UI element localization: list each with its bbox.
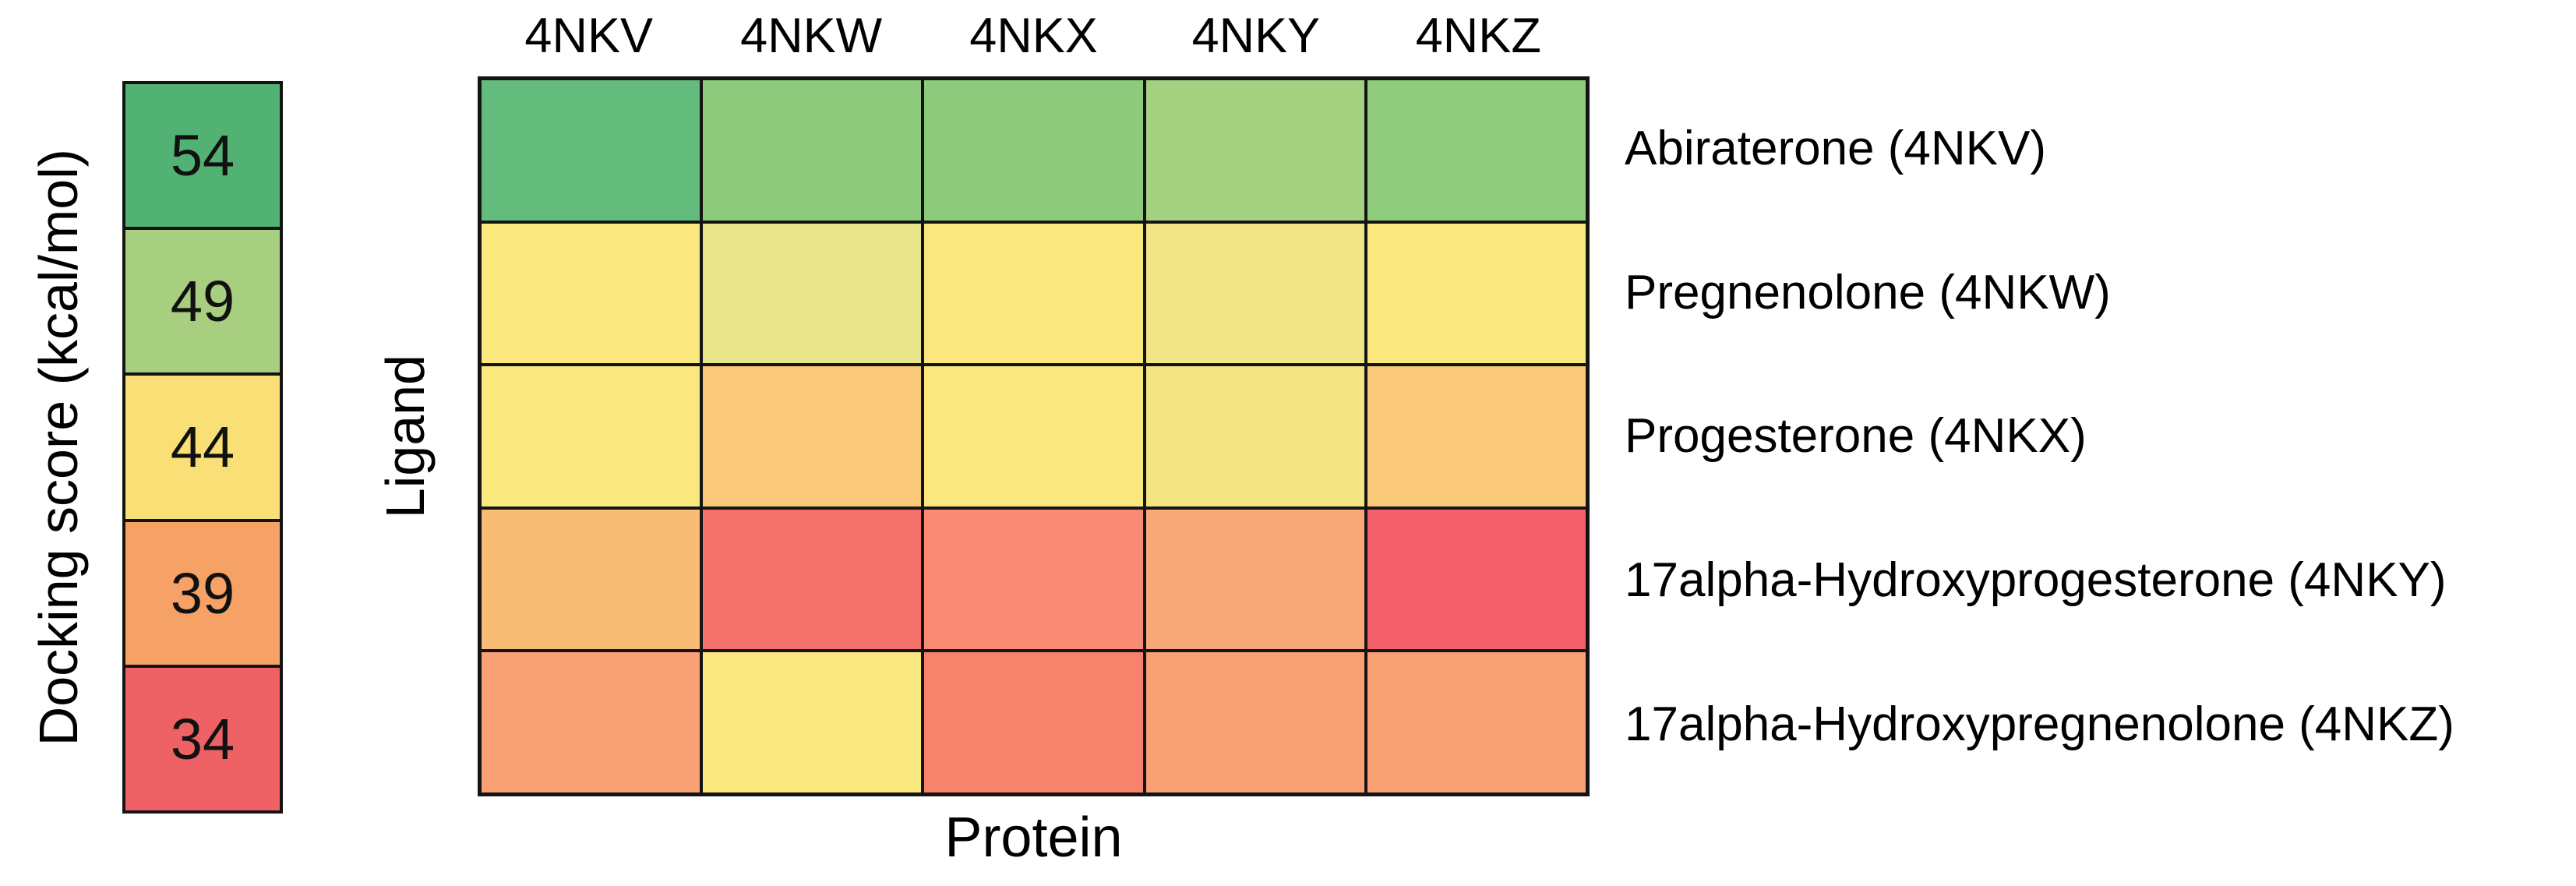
- protein-column-headers: 4NKV 4NKW 4NKX 4NKY 4NKZ: [478, 0, 1590, 72]
- heatmap-cell-r3c0: [482, 509, 700, 650]
- heatmap-cell-r2c3: [1145, 366, 1364, 507]
- heatmap-cell-r3c1: [703, 509, 922, 650]
- heatmap-cell-r1c2: [924, 223, 1143, 364]
- row-axis-title: Ligand: [351, 76, 460, 796]
- x-axis-title: Protein: [944, 807, 1123, 869]
- heatmap-cell-r4c4: [1367, 652, 1586, 792]
- heatmap-cell-r4c3: [1145, 652, 1364, 792]
- col-header-4NKZ: 4NKZ: [1415, 9, 1541, 63]
- heatmap-cell-r3c4: [1367, 509, 1586, 650]
- row-label-2: Progesterone (4NKX): [1625, 409, 2087, 464]
- row-label-0: Abiraterone (4NKV): [1625, 121, 2047, 175]
- heatmap-cell-r1c4: [1367, 223, 1586, 364]
- heatmap-cell-r4c0: [482, 652, 700, 792]
- legend-cell-44: 44: [125, 376, 280, 519]
- heatmap-cell-r0c3: [1145, 80, 1364, 221]
- heatmap-cell-r0c0: [482, 80, 700, 221]
- ligand-row-labels: Abiraterone (4NKV) Pregnenolone (4NKW) Pro…: [1625, 76, 2576, 796]
- legend-cell-49: 49: [125, 230, 280, 373]
- legend-cell-54: 54: [125, 84, 280, 228]
- col-header-4NKW: 4NKW: [740, 9, 883, 63]
- col-header-4NKY: 4NKY: [1191, 9, 1321, 63]
- heatmap-cell-r4c1: [703, 652, 922, 792]
- heatmap-cell-r1c0: [482, 223, 700, 364]
- heatmap-cell-r0c4: [1367, 80, 1586, 221]
- colorbar-axis-title-text: Docking score (kcal/mol): [28, 148, 89, 747]
- row-label-1: Pregnenolone (4NKW): [1625, 265, 2111, 319]
- heatmap-cell-r2c4: [1367, 366, 1586, 507]
- heatmap-cell-r2c2: [924, 366, 1143, 507]
- heatmap-cell-r3c3: [1145, 509, 1364, 650]
- heatmap-cell-r1c3: [1145, 223, 1364, 364]
- heatmap-cell-r2c0: [482, 366, 700, 507]
- legend-cell-39: 39: [125, 521, 280, 665]
- row-label-3: 17alpha-Hydroxyprogesterone (4NKY): [1625, 553, 2447, 608]
- legend-cell-34: 34: [125, 667, 280, 810]
- heatmap-cell-r3c2: [924, 509, 1143, 650]
- colorbar-legend: 54 49 44 39 34: [122, 81, 283, 814]
- row-axis-title-text: Ligand: [375, 354, 436, 519]
- heatmap-cell-r0c1: [703, 80, 922, 221]
- heatmap-cell-r0c2: [924, 80, 1143, 221]
- heatmap-cell-r1c1: [703, 223, 922, 364]
- col-header-4NKX: 4NKX: [969, 9, 1098, 63]
- heatmap-cell-r4c2: [924, 652, 1143, 792]
- heatmap-cell-r2c1: [703, 366, 922, 507]
- col-header-4NKV: 4NKV: [524, 9, 653, 63]
- row-label-4: 17alpha-Hydroxypregnenolone (4NKZ): [1625, 697, 2454, 752]
- colorbar-axis-title: Docking score (kcal/mol): [0, 81, 117, 814]
- heatmap-grid: [478, 76, 1590, 796]
